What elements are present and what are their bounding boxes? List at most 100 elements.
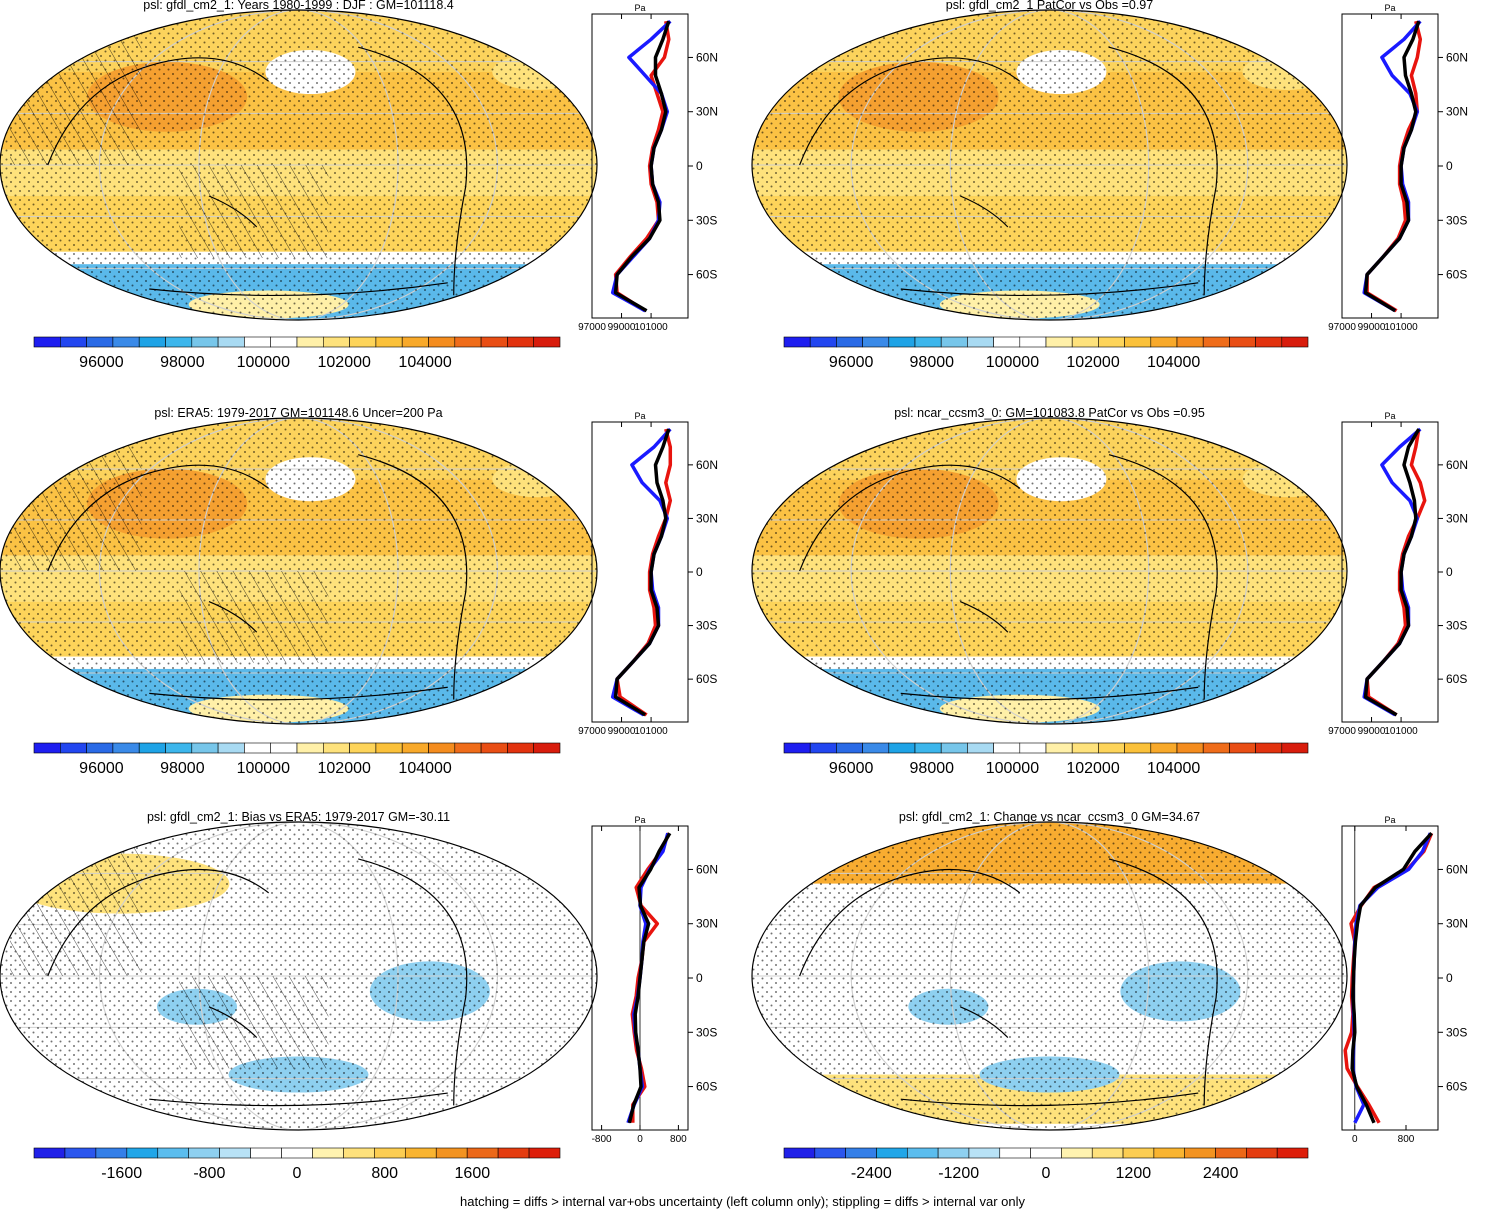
panel-1: psl: gfdl_cm2_1: Years 1980-1999 : DJF :… <box>0 0 718 371</box>
colorbar-cell <box>1229 336 1256 348</box>
zonal-unit: Pa <box>1384 815 1395 825</box>
colorbar-cell <box>809 336 837 348</box>
colorbar-tick-label: 98000 <box>910 760 955 777</box>
zonal-x-tick-label: -800 <box>592 1134 612 1145</box>
colorbar-cell <box>296 742 324 754</box>
zonal-y-tick-label: 60N <box>1446 862 1468 876</box>
zonal-unit: Pa <box>1384 411 1395 421</box>
stippling <box>752 418 1347 724</box>
colorbar-cell <box>783 336 811 348</box>
colorbar-cell <box>401 742 429 754</box>
colorbar-tick-label: 0 <box>293 1165 302 1182</box>
colorbar-cell <box>322 742 350 754</box>
colorbar-cell <box>1176 742 1204 754</box>
hatching <box>10 10 142 165</box>
coastline <box>47 464 270 572</box>
colorbar-cell <box>401 336 429 348</box>
colorbar-tick-label: 98000 <box>160 354 205 371</box>
colorbar-cell <box>343 1147 375 1159</box>
zonal-line-ref <box>1363 20 1421 313</box>
hatching <box>179 976 329 1069</box>
colorbar-cell <box>1019 742 1047 754</box>
colorbar-tick-label: 1200 <box>1116 1165 1152 1182</box>
colorbar-cell <box>138 742 166 754</box>
zonal-x-tick-label: 97000 <box>578 726 606 737</box>
panel-title: psl: ncar_ccsm3_0: GM=101083.8 PatCor vs… <box>894 406 1205 420</box>
coastline <box>900 686 1199 701</box>
colorbar-cell <box>217 336 245 348</box>
colorbar-tick-label: 100000 <box>986 760 1039 777</box>
zonal-y-tick-label: 60N <box>1446 458 1468 472</box>
colorbar-cell <box>86 742 114 754</box>
map-border <box>751 417 1348 725</box>
colorbar-cell <box>126 1147 159 1159</box>
map-field <box>752 418 1347 724</box>
hatching <box>10 822 142 976</box>
figure-footer: hatching = diffs > internal var+obs unce… <box>460 1194 1025 1209</box>
coastline <box>900 282 1199 297</box>
colorbar-cell <box>783 742 811 754</box>
colorbar-cell <box>480 336 508 348</box>
colorbar-cell <box>993 336 1021 348</box>
colorbar-tick-label: -1600 <box>101 1165 142 1182</box>
coastline <box>47 868 270 977</box>
colorbar-cell <box>165 336 193 348</box>
zonal-x-tick-label: 800 <box>1398 1134 1415 1145</box>
colorbar-cell <box>783 1147 816 1159</box>
colorbar-cell <box>322 336 350 348</box>
map-field <box>0 10 597 320</box>
colorbar-cell <box>914 336 942 348</box>
colorbar-tick-label: 96000 <box>829 354 874 371</box>
colorbar-cell <box>533 742 561 754</box>
colorbar-cell <box>428 336 456 348</box>
stippling <box>752 10 1347 320</box>
colorbar-cell <box>480 742 508 754</box>
zonal-x-tick-label: 0 <box>1352 1134 1358 1145</box>
zonal-x-tick-label: 101000 <box>1384 726 1418 737</box>
map-border <box>751 821 1348 1131</box>
coastline <box>1108 46 1218 296</box>
colorbar-cell <box>862 742 890 754</box>
map-border <box>751 9 1348 321</box>
colorbar-cell <box>1281 336 1309 348</box>
coastline <box>900 1092 1199 1107</box>
colorbar-cell <box>876 1147 908 1159</box>
colorbar-cell <box>906 1147 939 1159</box>
colorbar-tick-label: -800 <box>193 1165 225 1182</box>
colorbar-cell <box>1045 336 1073 348</box>
map-field <box>0 418 597 724</box>
zonal-x-tick-label: 99000 <box>608 322 636 333</box>
colorbar-tick-label: 102000 <box>318 760 371 777</box>
stippling <box>752 822 1347 1130</box>
colorbar-cell <box>59 336 87 348</box>
colorbar-cell <box>940 336 968 348</box>
colorbar-cell <box>814 1147 846 1159</box>
colorbar-tick-label: -2400 <box>851 1165 892 1182</box>
zonal-y-tick-label: 60S <box>1446 672 1467 686</box>
colorbar-cell <box>528 1147 561 1159</box>
coastline <box>358 858 468 1106</box>
colorbar-tick-label: 104000 <box>398 354 451 371</box>
colorbar-tick-label: -1200 <box>938 1165 979 1182</box>
colorbar-cell <box>845 1147 877 1159</box>
colorbar-cell <box>375 742 403 754</box>
coastline <box>149 1092 448 1107</box>
zonal-y-tick-label: 0 <box>696 565 703 579</box>
colorbar-cell <box>188 1147 220 1159</box>
panel-title: psl: gfdl_cm2_1: Bias vs ERA5: 1979-2017… <box>147 810 450 824</box>
colorbar-cell <box>993 742 1021 754</box>
zonal-y-tick-label: 0 <box>1446 971 1453 985</box>
zonal-y-tick-label: 30N <box>696 917 718 931</box>
colorbar-cell <box>507 336 534 348</box>
zonal-x-tick-label: 0 <box>637 1134 643 1145</box>
colorbar-cell <box>33 1147 66 1159</box>
colorbar-tick-label: 800 <box>371 1165 398 1182</box>
zonal-y-tick-label: 60N <box>696 50 718 64</box>
colorbar-cell <box>1150 336 1178 348</box>
colorbar-cell <box>1045 742 1073 754</box>
map-field <box>752 10 1347 320</box>
coastline <box>960 195 1009 228</box>
zonal-unit: Pa <box>634 815 645 825</box>
